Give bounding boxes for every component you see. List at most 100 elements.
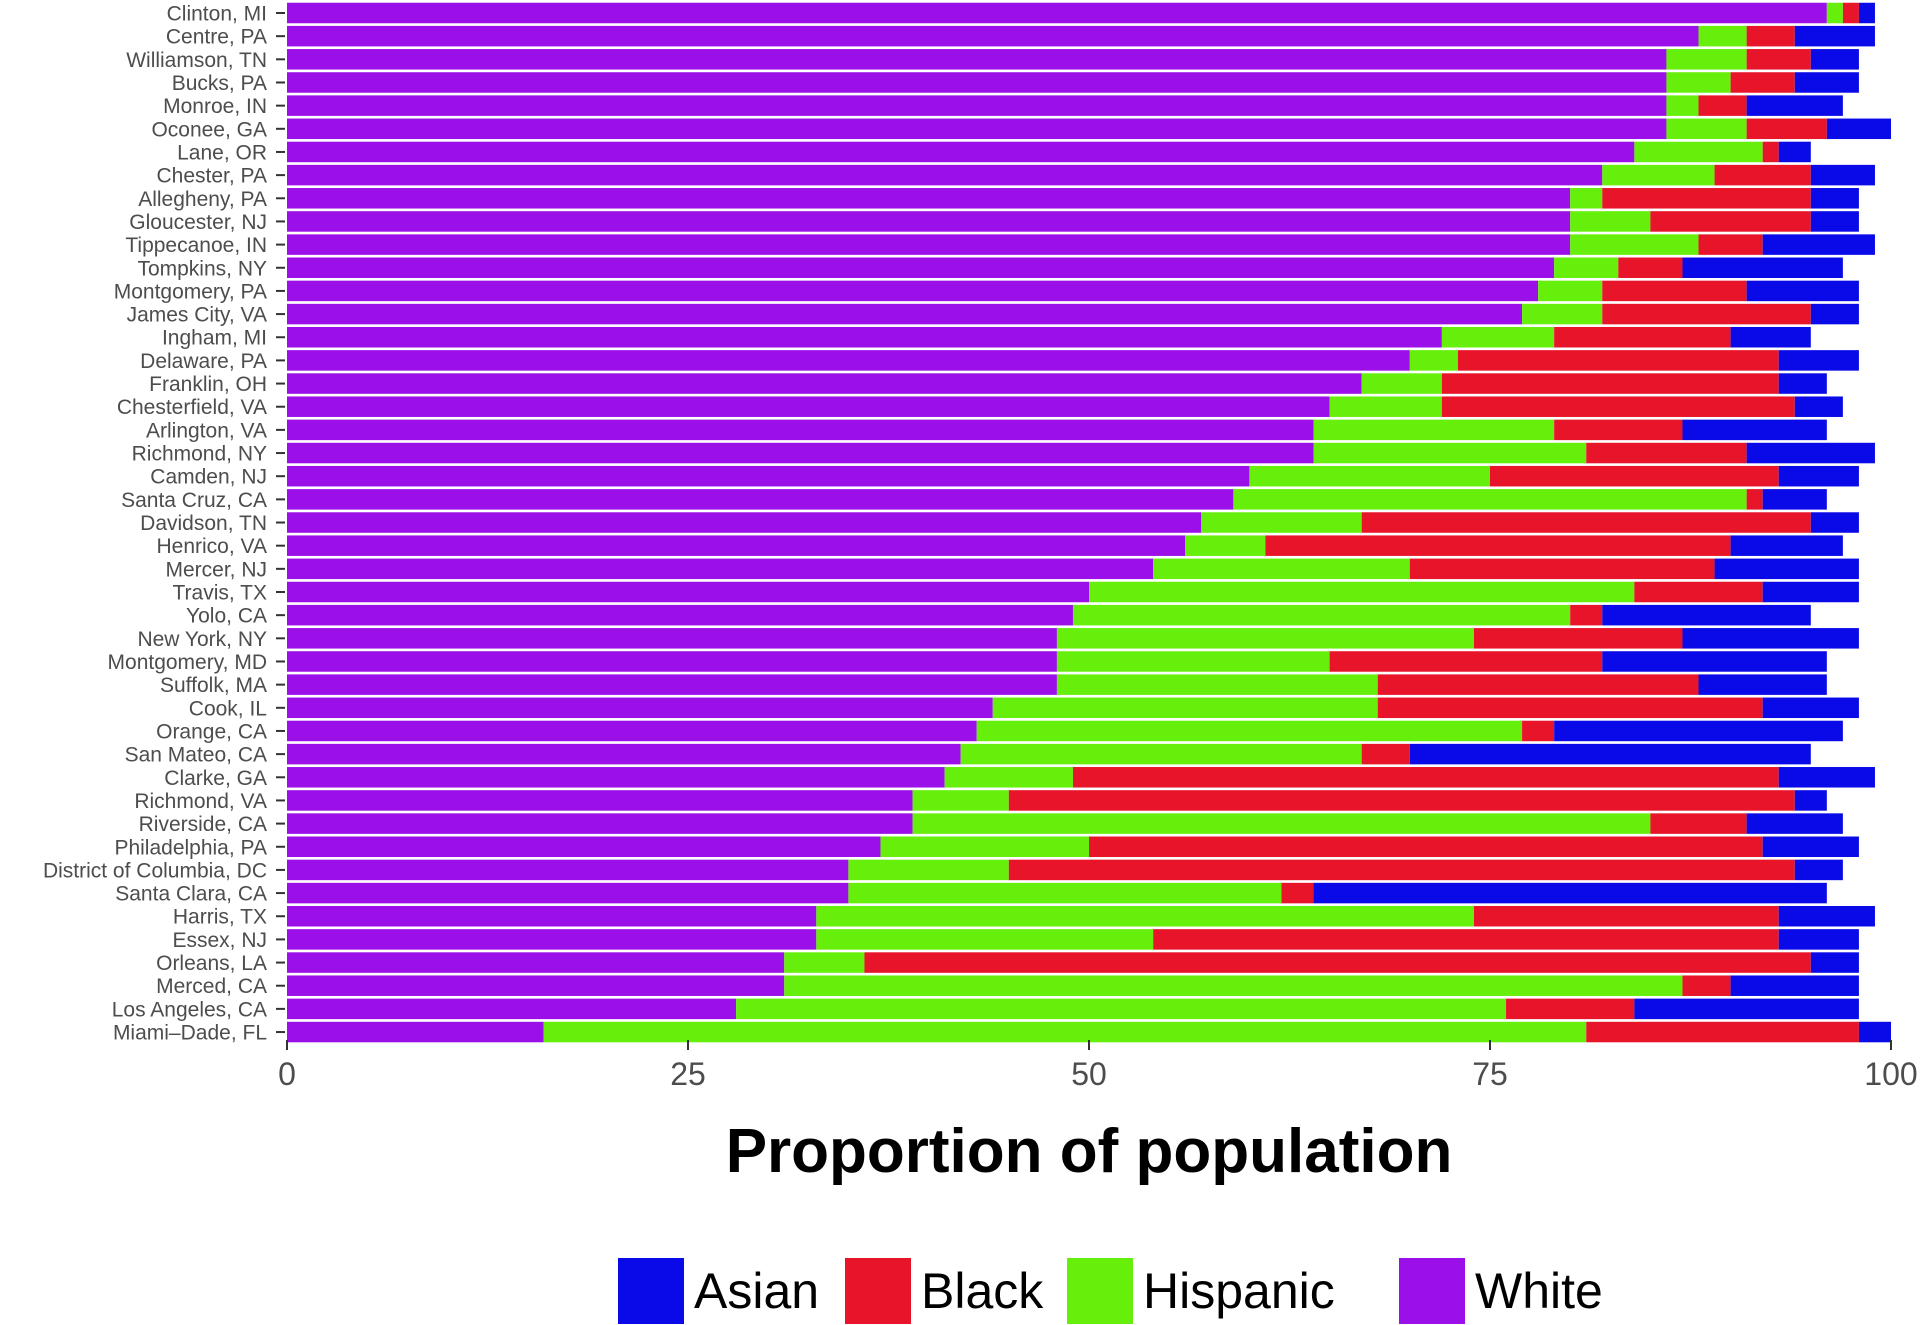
y-tick-label: Santa Clara, CA xyxy=(115,883,267,906)
bar-black-riverside-ca xyxy=(1650,813,1747,834)
bar-hispanic-chesterfield-va xyxy=(1329,396,1442,417)
bar-asian-cook-il xyxy=(1762,697,1859,719)
bar-hispanic-san-mateo-ca xyxy=(960,743,1362,765)
bar-black-richmond-va xyxy=(1008,790,1795,811)
bar-black-ingham-mi xyxy=(1554,326,1731,348)
legend-label-asian: Asian xyxy=(694,1263,819,1319)
y-tick-label: Riverside, CA xyxy=(139,813,267,836)
bar-asian-centre-pa xyxy=(1794,25,1875,47)
bar-black-essex-nj xyxy=(1153,929,1779,950)
bar-hispanic-orange-ca xyxy=(976,720,1523,742)
y-tick-label: Suffolk, MA xyxy=(160,674,267,697)
bar-hispanic-philadelphia-pa xyxy=(880,836,1089,858)
bar-asian-richmond-ny xyxy=(1746,442,1875,464)
bar-asian-santa-cruz-ca xyxy=(1762,489,1827,510)
bar-black-davidson-tn xyxy=(1361,512,1811,533)
bar-black-montgomery-pa xyxy=(1602,280,1747,302)
y-tick-label: Williamson, TN xyxy=(126,49,267,72)
y-tick-label: Montgomery, PA xyxy=(114,280,267,303)
bar-asian-richmond-va xyxy=(1794,790,1827,811)
bar-hispanic-new-york-ny xyxy=(1056,628,1474,649)
bar-hispanic-james-city-va xyxy=(1522,303,1603,325)
legend-swatch-black xyxy=(845,1258,911,1324)
bar-hispanic-oconee-ga xyxy=(1666,118,1747,140)
bar-asian-lane-or xyxy=(1778,141,1811,163)
bar-asian-tompkins-ny xyxy=(1682,257,1843,279)
bar-hispanic-henrico-va xyxy=(1185,535,1266,556)
bar-asian-chester-pa xyxy=(1810,164,1875,186)
bar-asian-arlington-va xyxy=(1682,419,1827,441)
y-tick-label: Cook, IL xyxy=(189,697,267,720)
bar-black-cook-il xyxy=(1377,697,1763,719)
bar-black-camden-nj xyxy=(1490,465,1779,487)
bar-hispanic-miami-dade-fl xyxy=(543,1021,1587,1043)
bar-asian-essex-nj xyxy=(1778,929,1859,950)
bar-hispanic-davidson-tn xyxy=(1201,512,1362,533)
bar-hispanic-lane-or xyxy=(1634,141,1763,163)
bar-white-richmond-va xyxy=(287,790,913,811)
bar-white-richmond-ny xyxy=(287,442,1314,464)
y-tick-label: Chesterfield, VA xyxy=(117,396,267,419)
bar-white-arlington-va xyxy=(287,419,1314,441)
bar-white-santa-cruz-ca xyxy=(287,489,1234,510)
bar-hispanic-riverside-ca xyxy=(912,813,1651,834)
y-tick-label: Tompkins, NY xyxy=(137,257,267,280)
bar-asian-santa-clara-ca xyxy=(1313,882,1827,904)
legend-item-asian: Asian xyxy=(618,1258,819,1324)
bar-asian-monroe-in xyxy=(1746,95,1843,116)
bar-hispanic-ingham-mi xyxy=(1441,326,1555,348)
bar-black-tompkins-ny xyxy=(1618,257,1683,279)
bar-asian-oconee-ga xyxy=(1826,118,1891,140)
bar-hispanic-santa-cruz-ca xyxy=(1233,489,1747,510)
bar-white-oconee-ga xyxy=(287,118,1667,140)
bar-white-orange-ca xyxy=(287,720,977,742)
bar-white-district-of-columbia-dc xyxy=(287,859,849,881)
y-tick-label: District of Columbia, DC xyxy=(43,859,267,882)
bar-white-monroe-in xyxy=(287,95,1667,116)
legend-item-black: Black xyxy=(845,1258,1044,1324)
bar-hispanic-chester-pa xyxy=(1602,164,1715,186)
y-tick-label: Orange, CA xyxy=(156,720,267,743)
bar-hispanic-centre-pa xyxy=(1698,25,1747,47)
bar-hispanic-bucks-pa xyxy=(1666,72,1731,93)
bar-white-riverside-ca xyxy=(287,813,913,834)
y-tick-label: Tippecanoe, IN xyxy=(125,234,267,257)
bar-white-miami-dade-fl xyxy=(287,1021,544,1043)
bar-hispanic-orleans-la xyxy=(784,952,865,973)
y-tick-label: Clarke, GA xyxy=(164,767,267,790)
bar-white-essex-nj xyxy=(287,929,817,950)
y-tick-label: Merced, CA xyxy=(156,975,267,998)
bar-asian-davidson-tn xyxy=(1810,512,1859,533)
bar-white-yolo-ca xyxy=(287,604,1073,626)
y-tick-label: Davidson, TN xyxy=(140,512,267,535)
y-tick-label: Bucks, PA xyxy=(172,72,267,95)
y-tick-label: Santa Cruz, CA xyxy=(121,489,267,512)
bar-hispanic-santa-clara-ca xyxy=(848,882,1282,904)
y-tick-label: Arlington, VA xyxy=(146,419,267,442)
x-tick-label: 25 xyxy=(670,1056,706,1092)
bar-asian-travis-tx xyxy=(1762,581,1859,603)
bar-hispanic-gloucester-nj xyxy=(1570,211,1651,232)
bar-white-allegheny-pa xyxy=(287,188,1571,209)
y-tick-label: Philadelphia, PA xyxy=(114,836,267,859)
bar-white-delaware-pa xyxy=(287,350,1410,371)
legend-swatch-asian xyxy=(618,1258,684,1324)
bar-white-franklin-oh xyxy=(287,373,1362,394)
bar-black-district-of-columbia-dc xyxy=(1008,859,1795,881)
bar-asian-henrico-va xyxy=(1730,535,1843,556)
bar-hispanic-montgomery-md xyxy=(1056,651,1330,672)
bar-asian-orleans-la xyxy=(1810,952,1859,973)
bar-hispanic-monroe-in xyxy=(1666,95,1699,116)
bar-white-harris-tx xyxy=(287,905,817,927)
bar-black-franklin-oh xyxy=(1441,373,1779,394)
y-tick-label: Richmond, VA xyxy=(134,790,267,813)
y-tick-label: New York, NY xyxy=(137,628,267,651)
y-tick-label: Delaware, PA xyxy=(140,350,267,373)
y-tick-label: Chester, PA xyxy=(157,165,268,188)
y-tick-label: Mercer, NJ xyxy=(165,558,267,581)
y-tick-label: Monroe, IN xyxy=(163,95,267,118)
bar-white-centre-pa xyxy=(287,25,1699,47)
y-tick-label: Yolo, CA xyxy=(186,605,267,628)
x-tick-label: 0 xyxy=(278,1056,296,1092)
bar-asian-mercer-nj xyxy=(1714,558,1859,580)
